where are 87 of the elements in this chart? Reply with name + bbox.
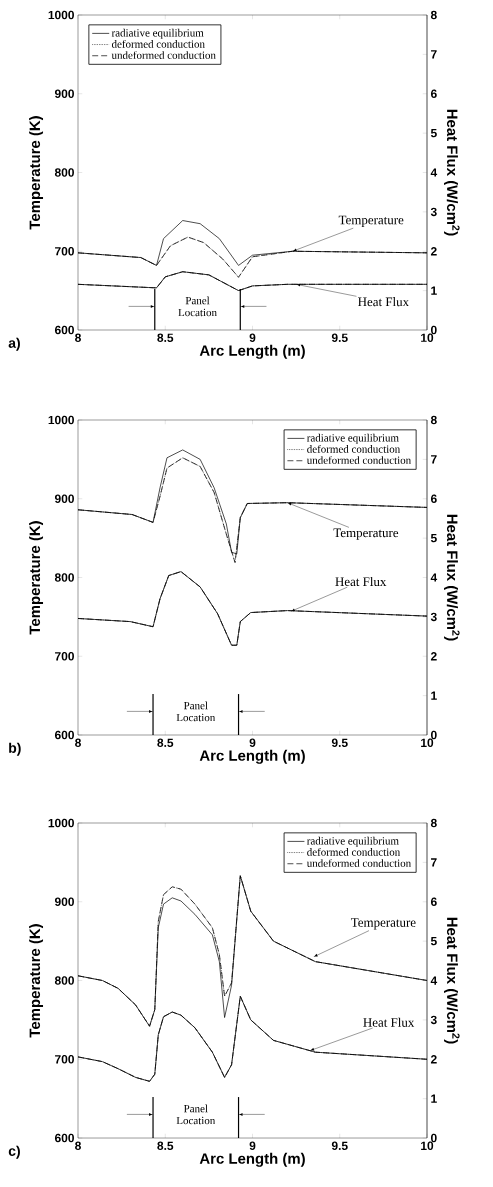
x-axis-title: Arc Length (m) [199, 344, 305, 359]
x-tick-label: 9 [249, 1141, 256, 1150]
y2-axis-title: Heat Flux (W/cm$^{2}$) [444, 514, 460, 641]
y2-tick-label: 4 [430, 976, 438, 985]
annotation: Heat Flux [358, 297, 409, 307]
y-axis-title: Temperature (K) [29, 924, 44, 1038]
x-axis-title: Arc Length (m) [199, 1152, 305, 1167]
y2-tick-label: 8 [430, 10, 437, 20]
y2-tick-label: 7 [431, 455, 437, 464]
legend-label: radiative equilibrium [306, 836, 399, 847]
x-tick-label: 9 [249, 333, 256, 342]
annotation: Temperature [333, 528, 399, 540]
y-tick-label: 600 [54, 730, 74, 740]
x-tick-label: 8.5 [157, 333, 174, 342]
y2-tick-label: 0 [430, 730, 437, 740]
legend-label: radiative equilibrium [306, 433, 399, 444]
y2-tick-label: 6 [430, 897, 437, 906]
x-tick-label: 8.5 [157, 738, 174, 747]
x-tick-label: 8 [75, 738, 81, 747]
y2-tick-label: 1 [431, 1094, 437, 1103]
x-tick-label: 10 [421, 333, 434, 342]
text: c) [8, 1145, 20, 1159]
y2-tick-label: 4 [430, 168, 438, 177]
y-tick-label: 700 [55, 1055, 74, 1064]
y2-tick-label: 8 [430, 415, 437, 425]
legend-label: deformed conduction [307, 444, 401, 453]
x-tick-label: 10 [421, 1141, 434, 1150]
text: a) [8, 337, 20, 351]
y2-tick-label: 7 [431, 50, 437, 59]
x-tick-label: 8 [75, 333, 81, 342]
legend-label: undeformed conduction [306, 456, 411, 464]
y2-tick-label: 3 [430, 207, 437, 217]
y2-tick-label: 5 [430, 128, 437, 138]
y2-tick-label: 5 [430, 936, 437, 946]
y2-tick-label: 6 [430, 494, 437, 503]
annotation: Heat Flux [363, 1017, 415, 1027]
y-tick-label: 600 [54, 1133, 74, 1143]
y2-tick-label: 5 [430, 533, 437, 543]
y2-axis-title: Heat Flux (W/cm$^{2}$) [444, 917, 460, 1044]
legend-label: undeformed conduction [306, 859, 411, 867]
y-tick-label: 800 [54, 168, 74, 177]
y-tick-label: 900 [54, 897, 74, 906]
x-axis-title: Arc Length (m) [199, 749, 305, 764]
y-tick-label: 1000 [48, 818, 74, 828]
x-tick-label: 9 [249, 738, 256, 747]
annotation: Panel Location [176, 701, 216, 722]
y2-tick-label: 8 [430, 818, 437, 828]
y2-tick-label: 1 [431, 286, 437, 295]
y-tick-label: 600 [54, 325, 74, 335]
legend-label: radiative equilibrium [111, 28, 204, 39]
y-tick-label: 1000 [48, 415, 74, 425]
y2-tick-label: 2 [430, 247, 437, 256]
y-tick-label: 900 [54, 494, 74, 503]
y2-tick-label: 0 [430, 325, 437, 335]
y2-tick-label: 2 [430, 1055, 437, 1064]
x-tick-label: 10 [421, 738, 434, 747]
y-axis-title: Temperature (K) [29, 521, 44, 635]
y-tick-label: 1000 [48, 10, 74, 20]
y2-tick-label: 3 [430, 1015, 437, 1025]
legend-label: undeformed conduction [111, 51, 216, 59]
x-tick-label: 9.5 [331, 1141, 348, 1150]
y-tick-label: 700 [55, 247, 74, 256]
y2-tick-label: 0 [430, 1133, 437, 1143]
y2-tick-label: 6 [430, 89, 437, 98]
text: b) [9, 742, 21, 756]
y2-tick-label: 1 [431, 691, 437, 700]
annotation: Panel Location [178, 296, 217, 317]
legend-label: deformed conduction [307, 847, 401, 856]
annotation: Panel Location [176, 1104, 216, 1125]
y2-tick-label: 2 [430, 652, 437, 661]
annotation: Temperature [338, 215, 404, 227]
x-tick-label: 8.5 [157, 1141, 174, 1150]
x-tick-label: 9.5 [331, 333, 348, 342]
y-tick-label: 900 [54, 89, 74, 98]
y2-axis-title: Heat Flux (W/cm$^{2}$) [444, 109, 460, 236]
y-tick-label: 800 [54, 976, 74, 985]
y2-tick-label: 7 [431, 858, 437, 867]
y-tick-label: 800 [54, 573, 74, 582]
y-axis-title: Temperature (K) [29, 116, 44, 230]
annotation: Heat Flux [335, 576, 387, 586]
x-tick-label: 8 [75, 1141, 81, 1150]
legend-label: deformed conduction [111, 39, 205, 48]
annotation: Temperature [350, 918, 416, 930]
y2-tick-label: 4 [430, 573, 438, 582]
y2-tick-label: 3 [430, 612, 437, 622]
y-tick-label: 700 [55, 652, 74, 661]
x-tick-label: 9.5 [331, 738, 348, 747]
